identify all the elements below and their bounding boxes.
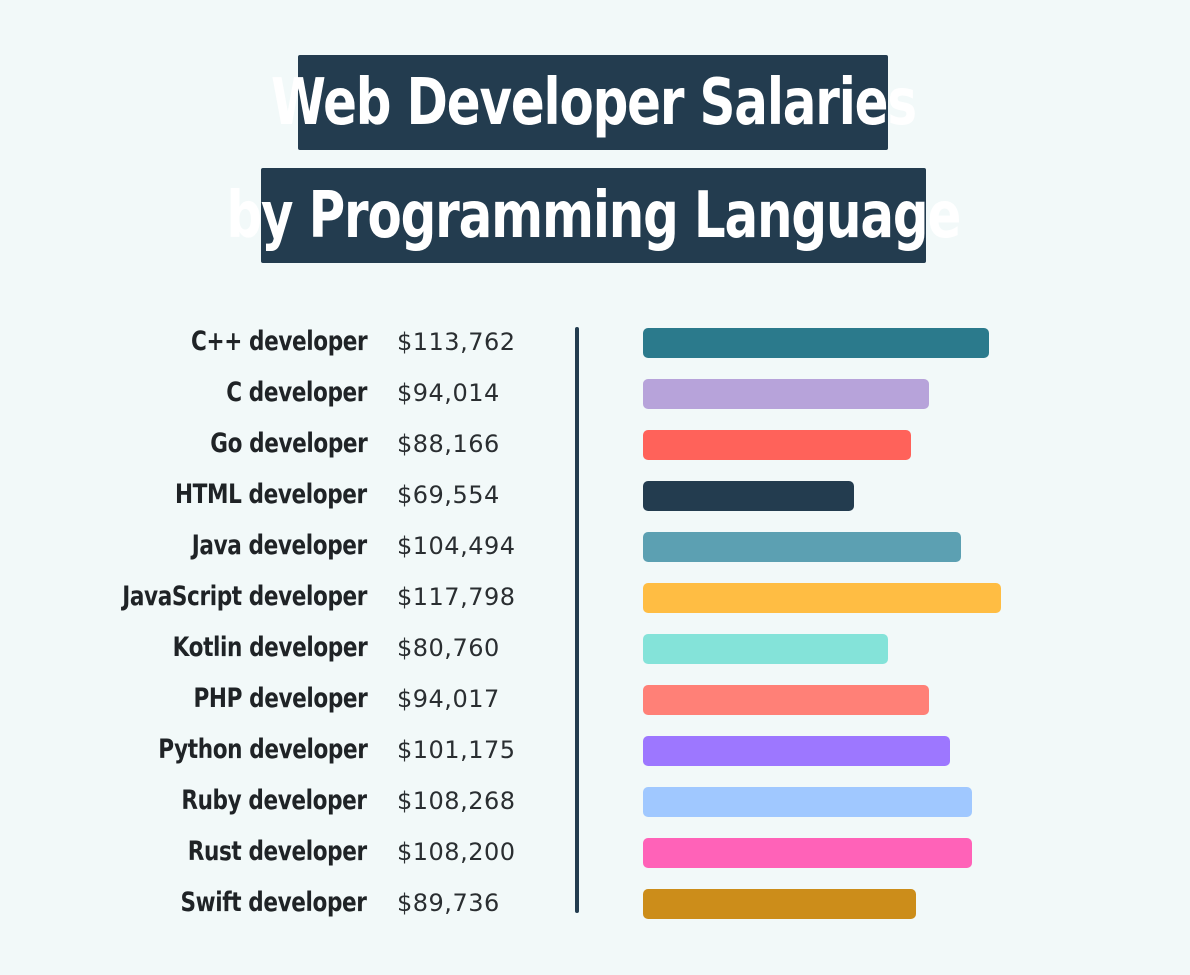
category-label: C++ developer (190, 326, 368, 357)
axis-divider (575, 327, 579, 913)
salary-value: $94,014 (397, 379, 500, 407)
chart-row: C developer $94,014 (0, 377, 1190, 409)
salary-bar (643, 583, 1001, 613)
chart-row: Python developer $101,175 (0, 734, 1190, 766)
category-label: HTML developer (175, 479, 367, 510)
chart-row: Ruby developer $108,268 (0, 785, 1190, 817)
category-label: Swift developer (180, 887, 367, 918)
salary-bar (643, 634, 888, 664)
chart-row: C++ developer $113,762 (0, 326, 1190, 358)
category-label: Python developer (157, 734, 368, 765)
chart-row: Rust developer $108,200 (0, 836, 1190, 868)
title-text-1: Web Developer Salaries (270, 65, 917, 140)
salary-bar (643, 532, 961, 562)
salary-bar (643, 430, 911, 460)
salary-value: $117,798 (397, 583, 516, 611)
salary-value: $89,736 (397, 889, 500, 917)
salary-value: $101,175 (397, 736, 516, 764)
title-line-2: by Programming Language (227, 168, 962, 263)
salary-bar (643, 481, 854, 511)
chart-row: Swift developer $89,736 (0, 887, 1190, 919)
salary-value: $69,554 (397, 481, 500, 509)
category-label: Java developer (191, 530, 367, 561)
category-label: PHP developer (193, 683, 367, 714)
salary-value: $113,762 (397, 328, 516, 356)
chart-row: JavaScript developer $117,798 (0, 581, 1190, 613)
salary-bar (643, 736, 950, 766)
title-text-2: by Programming Language (226, 178, 962, 253)
salary-bar (643, 379, 929, 409)
category-label: Kotlin developer (172, 632, 367, 663)
salary-value: $80,760 (397, 634, 500, 662)
salary-value: $108,200 (397, 838, 516, 866)
salary-bar (643, 685, 929, 715)
salary-bar (643, 787, 972, 817)
category-label: Go developer (209, 428, 368, 459)
salary-bar (643, 838, 972, 868)
category-label: JavaScript developer (122, 581, 367, 612)
salary-bar (643, 889, 916, 919)
chart-row: PHP developer $94,017 (0, 683, 1190, 715)
salary-value: $108,268 (397, 787, 516, 815)
category-label: Rust developer (188, 836, 367, 867)
salary-value: $104,494 (397, 532, 516, 560)
salary-value: $94,017 (397, 685, 500, 713)
category-label: C developer (226, 377, 367, 408)
title-line-1: Web Developer Salaries (271, 55, 917, 150)
category-label: Ruby developer (181, 785, 368, 816)
chart-row: Java developer $104,494 (0, 530, 1190, 562)
chart-row: Kotlin developer $80,760 (0, 632, 1190, 664)
chart-row: HTML developer $69,554 (0, 479, 1190, 511)
salary-bar (643, 328, 989, 358)
chart-row: Go developer $88,166 (0, 428, 1190, 460)
salary-value: $88,166 (397, 430, 500, 458)
